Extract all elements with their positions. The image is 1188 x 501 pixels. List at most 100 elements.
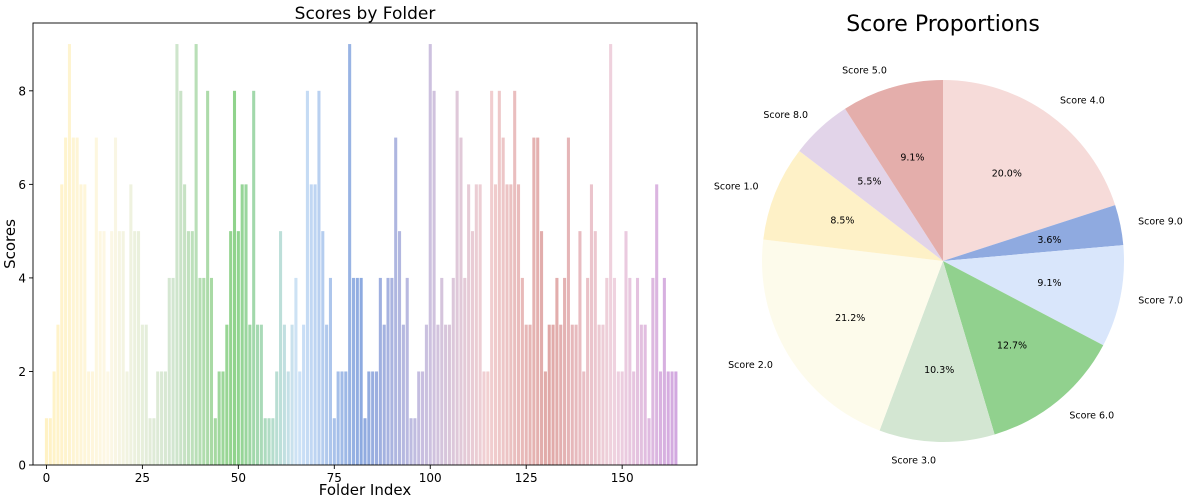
bar [79,184,83,465]
x-tick-label: 75 [327,471,342,485]
y-tick-label: 0 [18,459,26,473]
x-tick-label: 0 [43,471,51,485]
bar [56,324,60,465]
bar [71,137,75,465]
pie-percent-label: 5.5% [857,177,881,188]
pie-slice [943,245,1125,346]
bar [52,371,56,465]
bar [616,371,620,465]
bar [470,231,474,465]
bar [467,184,471,465]
bar [198,277,202,465]
bar [593,231,597,465]
bar-y-axis-label: Scores [1,219,19,269]
pie-percent-label: 9.1% [1037,278,1061,289]
bar [175,44,179,466]
bar [83,184,87,465]
bar [129,184,133,465]
y-tick-label: 8 [18,84,26,98]
bar-chart: Scores by Folder 0 25 50 75 100 125 150 02468 … [1,4,698,499]
bar [674,371,678,465]
bar [394,137,398,465]
pie-slice-label: Score 7.0 [1138,296,1183,307]
bar [152,418,156,465]
bar [520,277,524,465]
bar [60,184,64,465]
bar [666,371,670,465]
bar [140,324,144,465]
bar [440,277,444,465]
bar [282,324,286,465]
bar [536,137,540,465]
bar [351,277,356,465]
bar [259,324,263,465]
bar [117,231,121,465]
bar [90,371,95,465]
y-tick-label: 6 [18,178,26,192]
bar [532,137,536,465]
bar [409,418,413,465]
bar [620,371,624,465]
bar [137,231,141,465]
bar [505,184,509,465]
bar [209,277,214,465]
bar [447,324,451,465]
bar [183,184,187,465]
bar [110,231,114,465]
bar [421,371,425,465]
bar [482,371,486,465]
bar [609,44,613,466]
bar [113,137,118,465]
bar [298,371,302,465]
bar [478,184,482,465]
pie-percent-label: 3.6% [1037,235,1061,246]
bar [290,324,294,465]
bar [382,324,386,465]
bar [639,324,643,465]
bar [48,418,52,465]
bar [444,324,448,465]
bar [509,184,513,465]
x-tick-label: 100 [419,471,442,485]
bar [359,277,363,465]
bar [194,44,198,466]
bar [275,371,279,465]
bar [321,231,325,465]
bar [167,277,171,465]
bar-series [44,44,678,466]
bar [340,371,344,465]
x-tick-label: 150 [611,471,634,485]
bar [586,277,590,465]
bar [559,324,563,465]
bar [659,371,663,465]
pie-slice-label: Score 4.0 [1060,95,1105,106]
bar [325,324,329,465]
bar [493,184,498,465]
pie-slice-label: Score 9.0 [1138,217,1183,228]
bar [528,324,532,465]
bar [348,44,352,466]
bar [490,90,494,465]
bar [624,231,628,465]
bar [232,90,237,465]
bar [589,184,593,465]
bar [401,324,405,465]
pie-slice-label: Score 5.0 [842,66,887,77]
y-tick-label: 2 [18,365,26,379]
bar [317,90,321,465]
bar [651,277,655,465]
bar [179,90,183,465]
bar-x-axis-label: Folder Index [319,481,412,499]
bar [647,418,651,465]
y-tick-label: 4 [18,271,26,285]
bar [186,231,190,465]
bar [133,231,137,465]
bar [171,277,175,465]
x-tick-label: 25 [135,471,150,485]
bar [540,231,544,465]
bar [612,277,617,465]
pie-slice [943,261,1104,435]
bar [309,184,313,465]
pie-labels: 20.0% Score 4.0 3.6% Score 9.0 9.1% Score 7.0… [714,66,1183,467]
bar [374,371,379,465]
